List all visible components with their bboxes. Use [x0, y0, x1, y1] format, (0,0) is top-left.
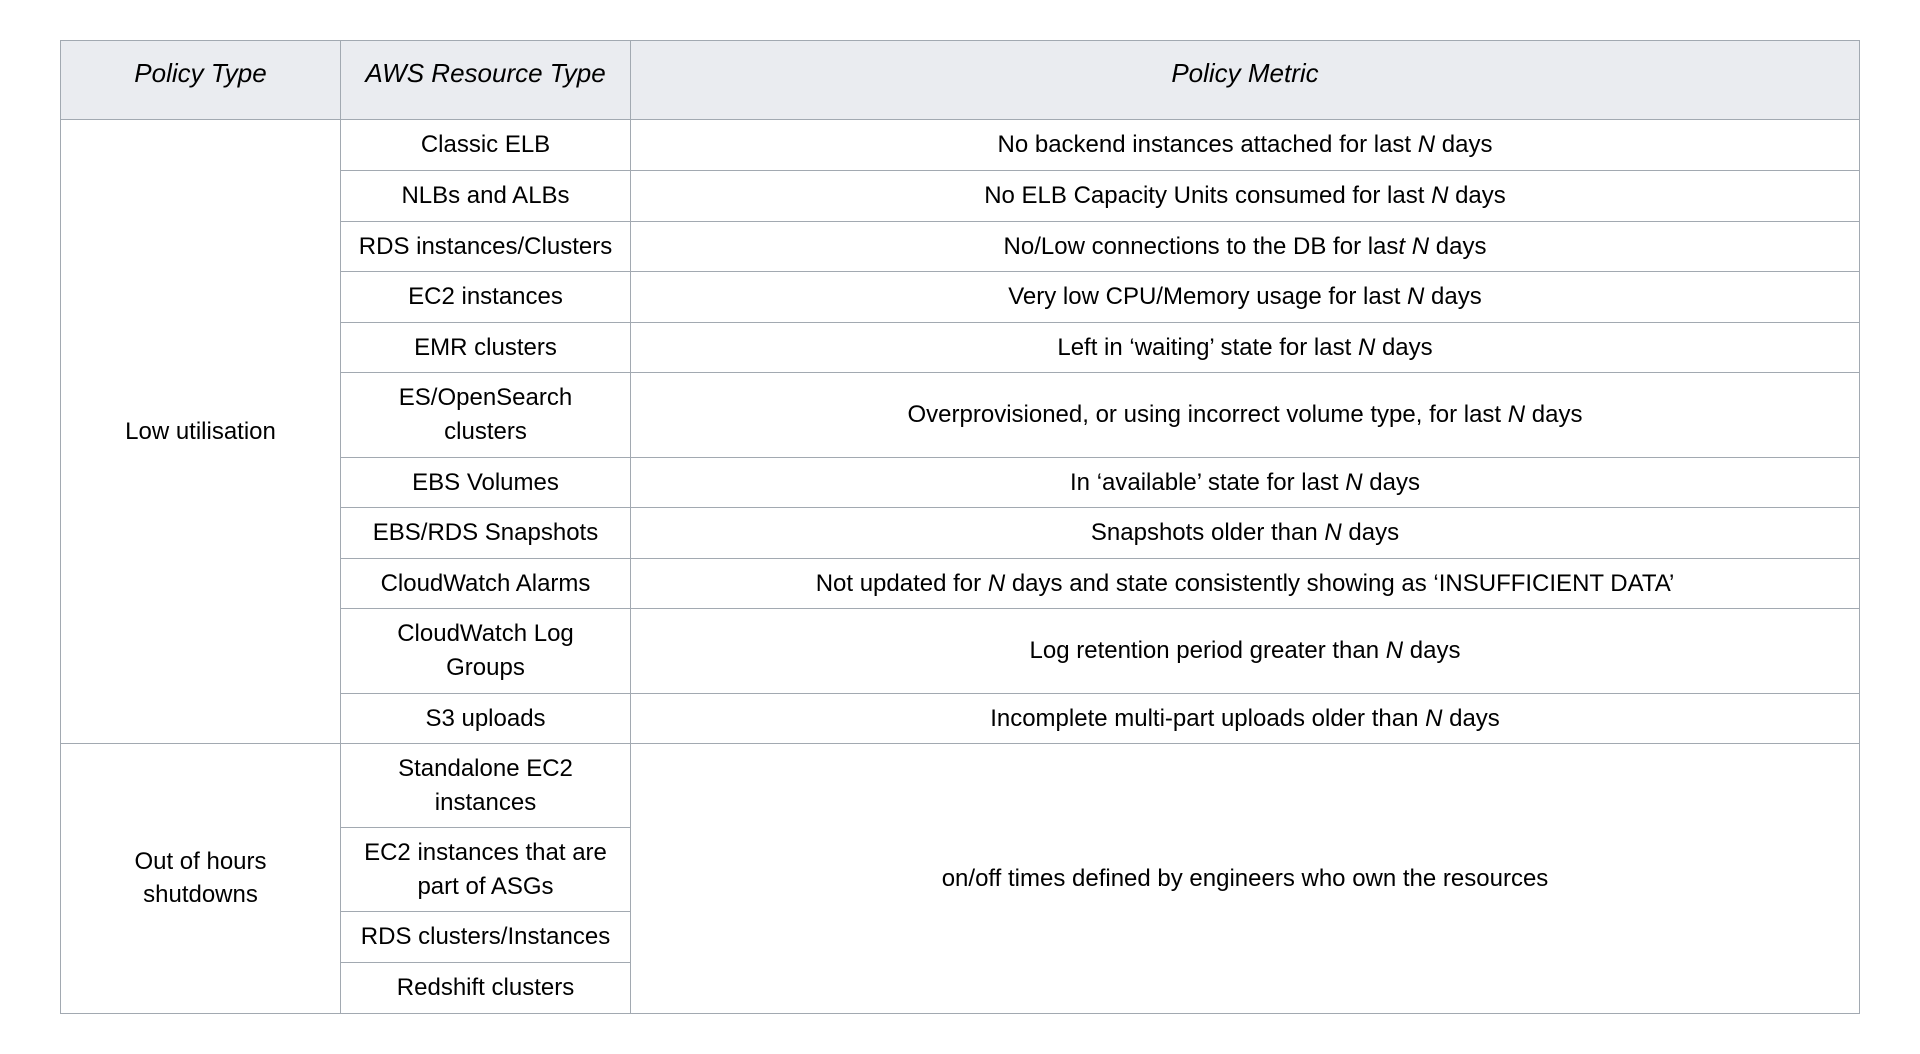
resource-cell: ES/OpenSearch clusters — [341, 373, 631, 457]
header-policy-type: Policy Type — [61, 41, 341, 120]
metric-n: N — [1412, 233, 1429, 260]
metric-post: days — [1525, 401, 1582, 428]
metric-post: days — [1442, 705, 1499, 732]
policy-type-cell: Low utilisation — [61, 120, 341, 744]
resource-cell: EC2 instances — [341, 272, 631, 323]
resource-cell: S3 uploads — [341, 693, 631, 744]
table-row: Low utilisation Classic ELB No backend i… — [61, 120, 1860, 171]
metric-n: N — [1425, 705, 1442, 732]
resource-cell: Redshift clusters — [341, 963, 631, 1014]
metric-pre: Snapshots older than — [1091, 519, 1325, 546]
metric-cell: Snapshots older than N days — [631, 508, 1860, 559]
table-row: Out of hours shutdowns Standalone EC2 in… — [61, 744, 1860, 828]
metric-post: days — [1363, 469, 1420, 496]
metric-pre: Left in ‘waiting’ state for last — [1057, 334, 1358, 361]
metric-cell: Not updated for N days and state consist… — [631, 558, 1860, 609]
metric-cell: on/off times defined by engineers who ow… — [631, 744, 1860, 1014]
policy-type-cell: Out of hours shutdowns — [61, 744, 341, 1014]
header-row: Policy Type AWS Resource Type Policy Met… — [61, 41, 1860, 120]
metric-cell: In ‘available’ state for last N days — [631, 457, 1860, 508]
metric-cell: No backend instances attached for last N… — [631, 120, 1860, 171]
metric-post: days — [1429, 233, 1486, 260]
resource-cell: RDS clusters/Instances — [341, 912, 631, 963]
metric-n: N — [1431, 182, 1448, 209]
metric-post: days — [1424, 283, 1481, 310]
resource-cell: RDS instances/Clusters — [341, 221, 631, 272]
metric-post: days — [1342, 519, 1399, 546]
metric-cell: Incomplete multi-part uploads older than… — [631, 693, 1860, 744]
metric-cell: No/Low connections to the DB for last N … — [631, 221, 1860, 272]
metric-n: N — [1324, 519, 1341, 546]
resource-cell: CloudWatch Log Groups — [341, 609, 631, 693]
resource-cell: EBS/RDS Snapshots — [341, 508, 631, 559]
resource-cell: CloudWatch Alarms — [341, 558, 631, 609]
metric-n: N — [1386, 637, 1403, 664]
metric-cell: Very low CPU/Memory usage for last N day… — [631, 272, 1860, 323]
resource-cell: Classic ELB — [341, 120, 631, 171]
policy-table: Policy Type AWS Resource Type Policy Met… — [60, 40, 1860, 1014]
metric-post: days — [1435, 131, 1492, 158]
resource-cell: EC2 instances that are part of ASGs — [341, 828, 631, 912]
metric-n: N — [1358, 334, 1375, 361]
metric-pre: Incomplete multi-part uploads older than — [990, 705, 1425, 732]
metric-n: N — [1345, 469, 1362, 496]
metric-post: days — [1448, 182, 1505, 209]
resource-cell: EBS Volumes — [341, 457, 631, 508]
header-policy-metric: Policy Metric — [631, 41, 1860, 120]
metric-post: days — [1375, 334, 1432, 361]
resource-cell: EMR clusters — [341, 322, 631, 373]
header-resource-type: AWS Resource Type — [341, 41, 631, 120]
metric-pre: No backend instances attached for last — [998, 131, 1418, 158]
metric-n: N — [1407, 283, 1424, 310]
metric-cell: Overprovisioned, or using incorrect volu… — [631, 373, 1860, 457]
metric-cell: Log retention period greater than N days — [631, 609, 1860, 693]
metric-pre: Not updated for — [816, 570, 988, 597]
metric-pre: Log retention period greater than — [1030, 637, 1386, 664]
metric-pre: In ‘available’ state for last — [1070, 469, 1345, 496]
metric-tpre: t — [1398, 233, 1411, 260]
metric-post: days — [1403, 637, 1460, 664]
metric-n: N — [1508, 401, 1525, 428]
metric-n: N — [1418, 131, 1435, 158]
metric-pre: No ELB Capacity Units consumed for last — [984, 182, 1431, 209]
metric-cell: No ELB Capacity Units consumed for last … — [631, 170, 1860, 221]
metric-cell: Left in ‘waiting’ state for last N days — [631, 322, 1860, 373]
metric-post: days and state consistently showing as ‘… — [1005, 570, 1674, 597]
resource-cell: Standalone EC2 instances — [341, 744, 631, 828]
metric-n: N — [988, 570, 1005, 597]
metric-pre: No/Low connections to the DB for las — [1004, 233, 1399, 260]
resource-cell: NLBs and ALBs — [341, 170, 631, 221]
metric-pre: Overprovisioned, or using incorrect volu… — [908, 401, 1508, 428]
metric-pre: Very low CPU/Memory usage for last — [1008, 283, 1407, 310]
